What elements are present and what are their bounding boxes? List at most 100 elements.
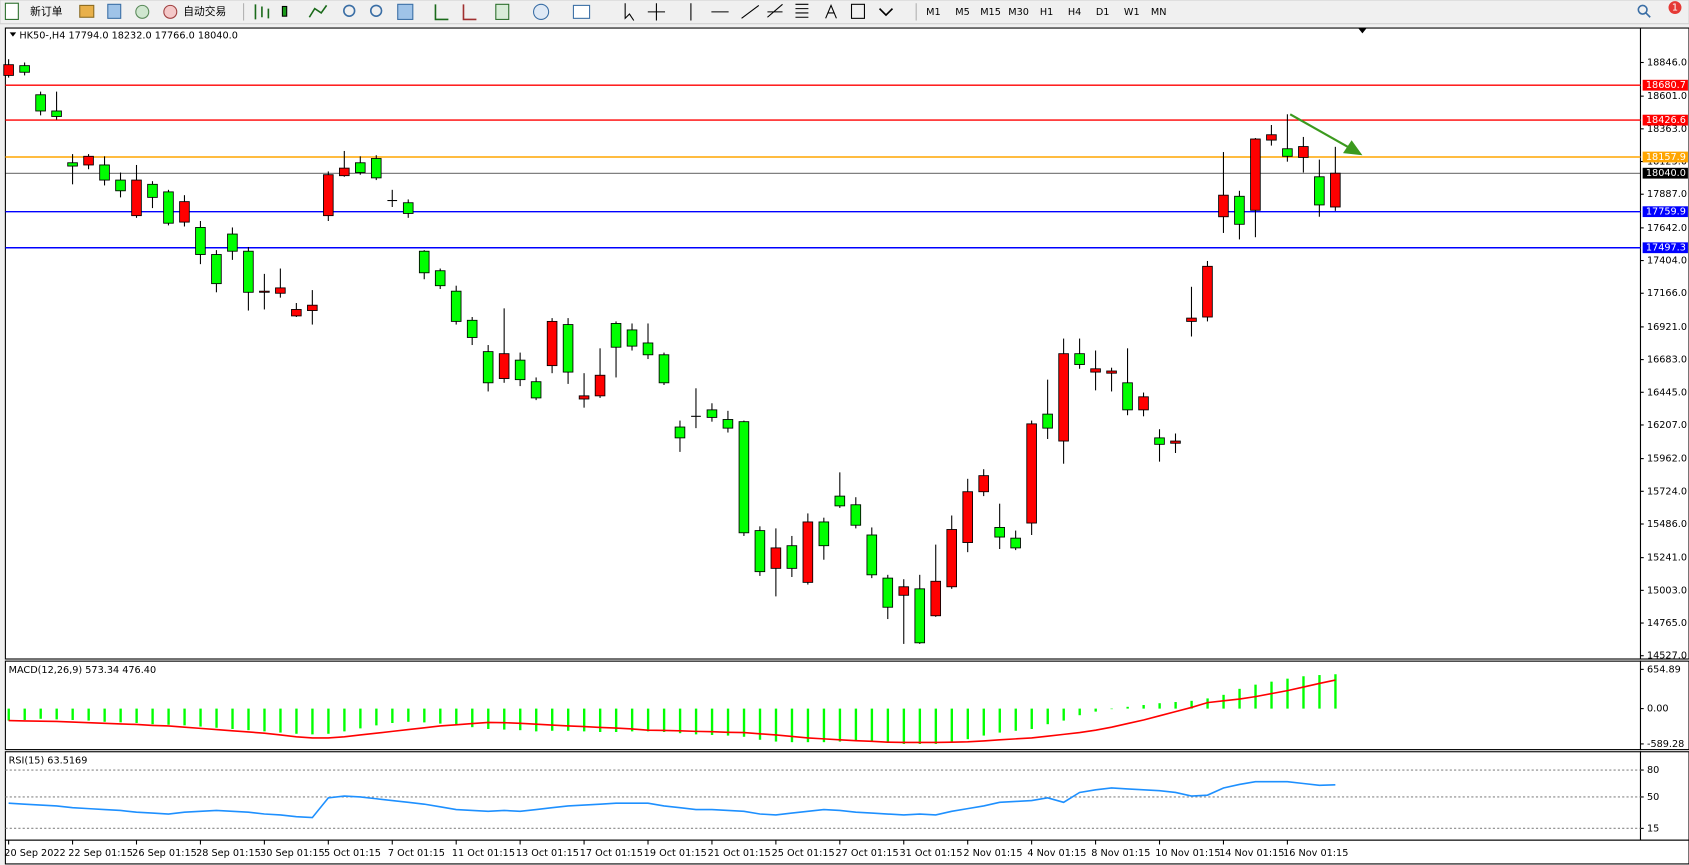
candle-body — [19, 65, 30, 73]
y-tick-label: 16445.0 — [1647, 387, 1687, 398]
candle-body — [562, 324, 574, 373]
label-tool[interactable] — [850, 3, 865, 19]
x-tick-label: 22 Sep 01:15 — [68, 848, 133, 859]
indicator-title: RSI(15) 63.5169 — [9, 755, 88, 766]
x-tick-label: 25 Oct 01:15 — [772, 848, 835, 859]
x-tick-label: 21 Oct 01:15 — [708, 848, 771, 859]
candle-body — [642, 342, 654, 356]
icon[interactable] — [79, 4, 95, 18]
timeframe-button[interactable]: M15 — [980, 7, 1001, 18]
line-icon[interactable] — [308, 4, 328, 18]
auto-trading-icon[interactable] — [163, 4, 178, 19]
candle-body — [594, 374, 606, 397]
arrows-tool[interactable] — [878, 8, 894, 17]
new-order-icon[interactable] — [4, 2, 19, 20]
search[interactable] — [1637, 4, 1648, 15]
timeframe-button[interactable]: M30 — [1008, 7, 1029, 18]
histogram-bar — [1318, 675, 1321, 709]
x-tick-label: 8 Nov 01:15 — [1091, 848, 1150, 859]
histogram-bar — [1222, 694, 1225, 709]
candle-body — [1282, 148, 1293, 157]
trend-arrow-head — [1343, 140, 1363, 156]
trendline[interactable] — [741, 4, 760, 19]
histogram-bar — [918, 708, 922, 744]
text-tool[interactable] — [825, 3, 837, 19]
histogram-bar — [694, 708, 698, 735]
candle-body — [370, 158, 382, 179]
trend-arrow — [1289, 113, 1351, 149]
templates[interactable] — [572, 4, 591, 19]
candle-body — [1074, 353, 1085, 365]
histogram-bar — [279, 708, 282, 733]
candle-body — [35, 94, 46, 112]
crosshair[interactable] — [647, 3, 666, 21]
timeframe-button[interactable]: W1 — [1124, 7, 1140, 18]
histogram-bar — [998, 708, 1001, 733]
periods[interactable] — [532, 3, 550, 20]
cursor[interactable] — [624, 3, 635, 21]
icon[interactable] — [107, 3, 122, 19]
y-tick-label: -589.28 — [1647, 739, 1684, 750]
price-label-bg — [1642, 79, 1688, 91]
candle-body — [402, 202, 414, 214]
candle-body — [67, 162, 78, 167]
histogram-bar — [503, 708, 506, 730]
candle-icon[interactable] — [281, 5, 288, 17]
new-order[interactable]: 新订单 — [30, 5, 63, 18]
fibonacci[interactable] — [795, 3, 809, 18]
histogram-bar — [1110, 708, 1113, 710]
histogram-bar — [1302, 676, 1305, 709]
indicators[interactable] — [495, 3, 510, 20]
x-tick-label: 28 Sep 01:15 — [196, 848, 261, 859]
candle-body — [1266, 134, 1277, 141]
histogram-bar — [966, 708, 969, 740]
candle-body — [610, 323, 622, 348]
icon[interactable] — [135, 4, 150, 19]
timeframe-button[interactable]: D1 — [1096, 7, 1110, 18]
notification-count[interactable]: 1 — [1672, 3, 1678, 14]
candle-body — [930, 580, 942, 617]
candle-body — [994, 527, 1005, 538]
tile-icon[interactable] — [397, 3, 414, 20]
timeframe-button[interactable]: H1 — [1040, 7, 1053, 18]
main-panel — [4, 27, 1642, 660]
candle-body — [1330, 172, 1341, 208]
timeframe-button[interactable]: MN — [1151, 7, 1167, 18]
auto-trading[interactable]: 自动交易 — [183, 5, 226, 18]
histogram-bar — [455, 708, 458, 726]
channel[interactable] — [767, 3, 783, 18]
x-tick-label: 11 Oct 01:15 — [452, 848, 515, 859]
price-label: 18426.6 — [1646, 115, 1686, 126]
timeframe-button[interactable]: M5 — [955, 7, 970, 18]
timeframe-button[interactable]: H4 — [1068, 7, 1081, 18]
histogram-bar — [551, 708, 554, 731]
histogram-bar — [7, 708, 10, 721]
histogram-bar — [982, 708, 985, 736]
autoscroll[interactable] — [434, 4, 449, 21]
candle-body — [1298, 146, 1309, 158]
timeframe-button[interactable]: M1 — [926, 7, 941, 18]
histogram-bar — [1174, 702, 1177, 709]
candle-body — [195, 227, 206, 255]
histogram-bar — [710, 708, 714, 735]
histogram-bar — [71, 708, 74, 720]
histogram-bar — [934, 708, 938, 744]
price-label-bg — [1642, 167, 1688, 179]
histogram-bar — [806, 708, 810, 743]
price-label: 17759.9 — [1646, 207, 1686, 218]
zoom-in[interactable] — [343, 4, 356, 17]
y-tick-label: 18846.0 — [1647, 57, 1687, 68]
timeframes: M1 M5 M15 M30 H1 H4 D1 W1 MN — [926, 7, 1166, 18]
notification-badge[interactable] — [1668, 1, 1682, 15]
y-tick-label: 17642.0 — [1647, 223, 1687, 234]
zoom-out[interactable] — [369, 4, 383, 17]
candle-body — [450, 290, 462, 322]
bar-chart-icon[interactable] — [254, 4, 270, 20]
chart-shift[interactable] — [462, 4, 477, 21]
candle-body — [850, 504, 862, 526]
histogram-bar — [1078, 708, 1081, 716]
menu-triangle — [9, 32, 17, 37]
candle-body — [898, 586, 910, 596]
x-tick-label: 10 Nov 01:15 — [1155, 848, 1220, 859]
macd-axis — [1639, 660, 1689, 751]
